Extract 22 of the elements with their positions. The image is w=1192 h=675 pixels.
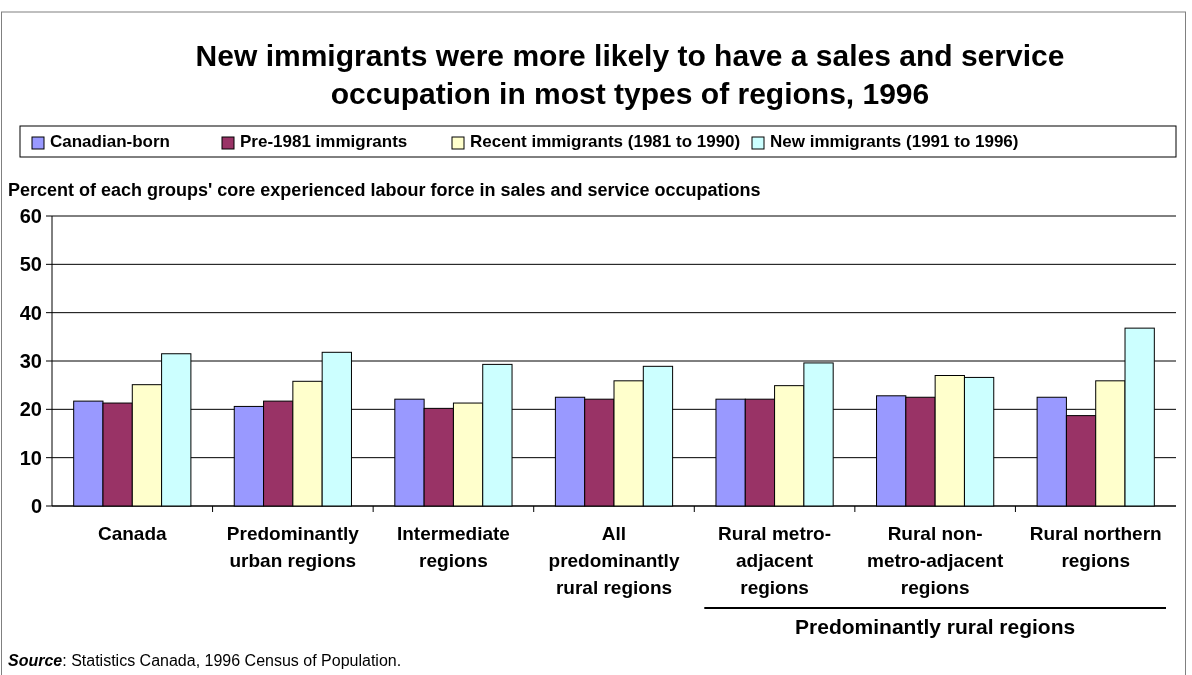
text: Predominantly rural regions <box>795 615 1076 638</box>
x-tick-label: All predominantly rural regions <box>548 523 680 598</box>
y-axis-title: Percent of each groups' core experienced labour force in sales and service occupations <box>8 180 761 200</box>
legend-label: Pre-1981 immigrants <box>240 132 408 151</box>
legend-label: New immigrants (1991 to 1996) <box>770 132 1019 151</box>
x-tick-label: Rural metro-adjacent regions <box>718 523 832 598</box>
x-tick-label: Intermediate regions <box>396 523 510 571</box>
x-tick-label: Rural northern regions <box>1029 523 1162 571</box>
y-tick-label: 60 <box>19 205 42 227</box>
y-tick-label: 50 <box>19 253 42 276</box>
y-tick-label: 40 <box>19 301 42 324</box>
x-tick-label: Canada <box>97 523 168 544</box>
y-tick-label: 0 <box>30 495 42 517</box>
y-tick-label: 30 <box>19 350 42 372</box>
chart-title: New immigrants were more likely to have a sales and service occupation in most types of regions, 1996 <box>195 39 1065 110</box>
x-tick-label: Predominantly urban regions <box>226 523 360 571</box>
x-tick-label: Rural non-metro-adjacent regions <box>867 523 1004 598</box>
source-note: Source: Statistics Canada, 1996 Census of Population. <box>8 652 402 669</box>
y-tick-label: 20 <box>19 398 42 421</box>
legend-label: Recent immigrants (1981 to 1990) <box>470 132 741 151</box>
legend-label: Canadian-born <box>50 132 170 151</box>
y-tick-label: 10 <box>19 446 42 469</box>
